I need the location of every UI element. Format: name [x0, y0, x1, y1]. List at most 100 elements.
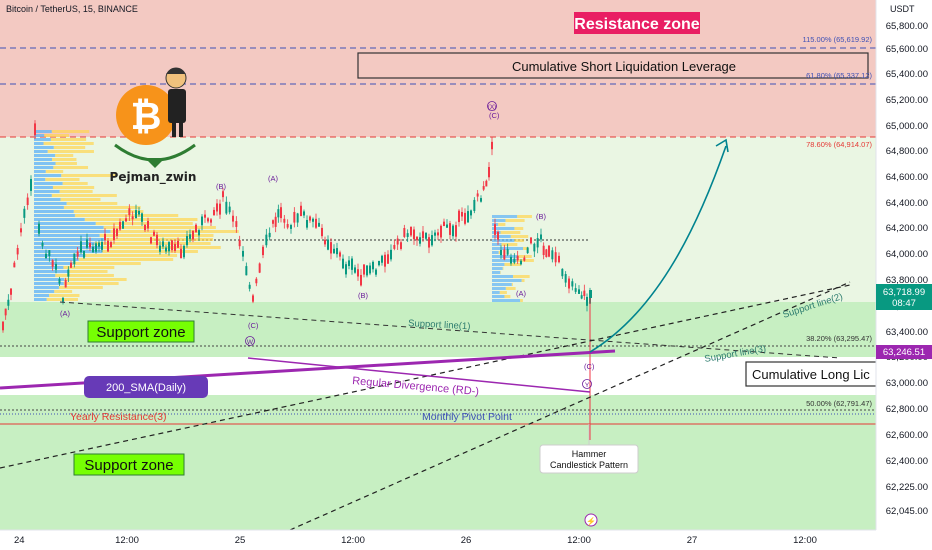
y-axis-ticks: 65,800.00 65,600.00 65,400.00 65,200.00 65,0… — [886, 21, 928, 517]
time-axis[interactable] — [0, 530, 876, 550]
volume-bar-buy — [492, 219, 506, 222]
volume-bar-sell — [51, 194, 117, 197]
candle-body — [437, 232, 439, 236]
candle-body — [354, 267, 356, 273]
y-tick-label: 63,400.00 — [886, 327, 928, 338]
resistance-zone-label: Resistance zone — [574, 16, 699, 33]
candle-body — [216, 203, 218, 212]
candle-body — [548, 245, 550, 257]
bitcoin-icon — [116, 85, 176, 145]
candle-body — [564, 274, 567, 283]
candle-body — [119, 221, 121, 230]
volume-bar-buy — [34, 234, 100, 237]
x-tick-label: 12:00 — [567, 535, 591, 546]
candle-body — [440, 225, 442, 238]
candle-body — [201, 216, 203, 226]
volume-bar-sell — [59, 190, 93, 193]
candle-body — [51, 260, 54, 267]
volume-bar-sell — [505, 219, 525, 222]
last-price-tag — [876, 284, 932, 310]
candle-body — [153, 231, 155, 236]
volume-bar-buy — [492, 263, 505, 266]
divergence-line — [247, 357, 591, 393]
y-tick-label: 65,400.00 — [886, 69, 928, 80]
candle-body — [30, 179, 32, 191]
wave-label-y: Y — [585, 382, 590, 389]
candle-body — [410, 226, 412, 236]
candle-body — [476, 193, 479, 197]
volume-bar-sell — [45, 170, 64, 173]
candle-body — [180, 248, 182, 259]
candle-body — [583, 290, 586, 297]
candle-body — [384, 254, 386, 267]
y-tick-label: 64,000.00 — [886, 249, 928, 260]
volume-bar-sell — [523, 247, 529, 250]
candle-body — [513, 258, 516, 263]
candle-body — [482, 186, 485, 190]
logo-arrow — [145, 158, 165, 168]
last-price-countdown: 08:47 — [892, 298, 916, 309]
candle-body — [516, 255, 519, 261]
volume-bar-sell — [43, 142, 94, 145]
candle-body — [86, 239, 88, 248]
candle-body — [2, 321, 4, 331]
volume-bar-sell — [53, 166, 89, 169]
volume-bar-sell — [60, 198, 101, 201]
volume-bar-buy — [34, 206, 64, 209]
candle-body — [125, 218, 127, 222]
short-liq-label: Cumulative Short Liquidation Leverage — [512, 59, 736, 74]
candle-body — [238, 240, 241, 247]
volume-bar-buy — [34, 150, 48, 153]
candle-body — [545, 249, 548, 257]
volume-bar-buy — [34, 250, 103, 253]
volume-bar-sell — [44, 134, 70, 137]
bitcoin-symbol-icon: ₿ — [131, 96, 162, 138]
candle-body — [4, 308, 7, 316]
volume-bar-buy — [34, 246, 103, 249]
event-icon[interactable] — [584, 513, 598, 527]
candle-body — [286, 224, 289, 228]
candle-body — [506, 249, 509, 255]
candle-body — [70, 262, 72, 268]
wave-label-c3: (C) — [584, 362, 595, 371]
avatar-hair-icon — [166, 68, 186, 74]
volume-bar-buy — [34, 274, 56, 277]
volume-bar-sell — [64, 278, 127, 281]
x-tick-label: 12:00 — [341, 535, 365, 546]
wave-x-circle — [487, 101, 497, 111]
projection-arrow — [589, 145, 727, 353]
fib-level-label: 50.00% (62,791.47) — [806, 399, 872, 408]
candle-body — [265, 234, 268, 246]
volume-bar-buy — [34, 158, 52, 161]
volume-bar-buy — [34, 198, 61, 201]
candle-body — [520, 260, 522, 265]
candle-body — [168, 242, 170, 252]
volume-bar-buy — [34, 254, 86, 257]
volume-bar-buy — [34, 230, 111, 233]
volume-bar-buy — [34, 154, 56, 157]
y-tick-label: 62,600.00 — [886, 430, 928, 441]
candle-body — [464, 212, 466, 224]
support-line-3 — [289, 281, 851, 531]
candle-body — [186, 236, 188, 246]
volume-bar-buy — [492, 243, 502, 246]
candle-body — [110, 242, 112, 248]
candle-body — [416, 236, 418, 241]
volume-bar-buy — [492, 239, 515, 242]
wave-labels: (A) (B) (C) (A) (B) (C) (A) (B) (C) — [60, 111, 595, 371]
resistance-zone-box — [574, 12, 700, 34]
volume-bar-buy — [492, 299, 521, 302]
candle-body — [366, 265, 368, 276]
volume-bar-buy — [34, 286, 59, 289]
candle-body — [473, 199, 476, 211]
price-axis[interactable] — [876, 0, 932, 550]
candle-body — [192, 230, 194, 240]
candle-body — [378, 260, 380, 266]
candle-body — [290, 225, 292, 229]
candle-body — [225, 201, 228, 214]
candle-body — [89, 243, 91, 248]
y-tick-label: 65,000.00 — [886, 121, 928, 132]
candle-body — [62, 297, 64, 302]
volume-bar-sell — [504, 295, 511, 298]
